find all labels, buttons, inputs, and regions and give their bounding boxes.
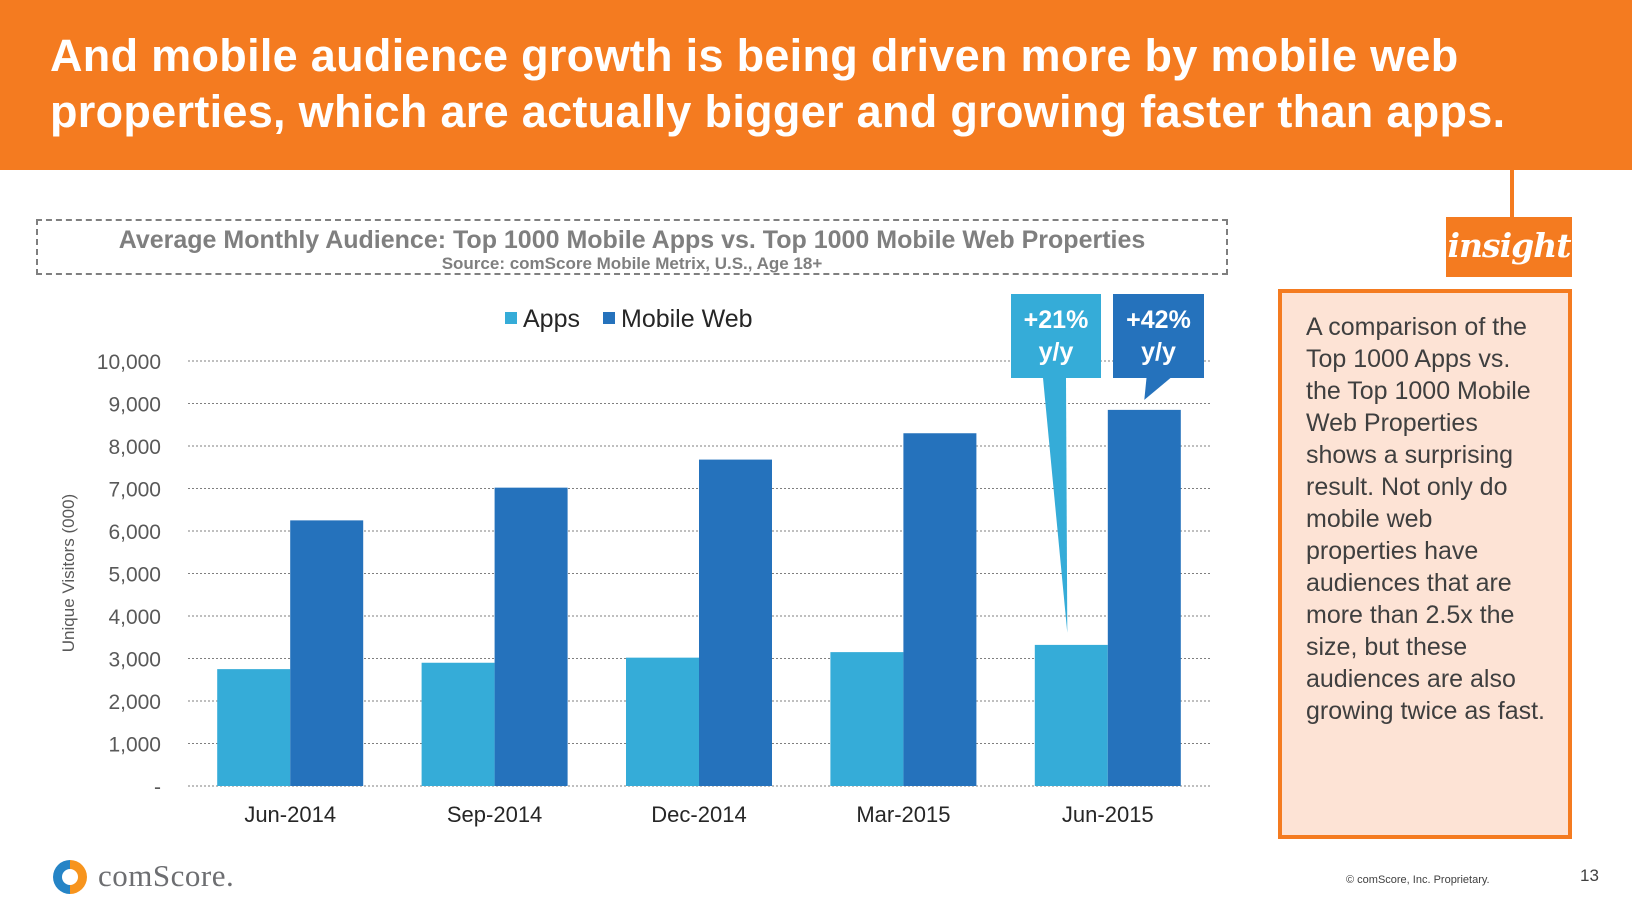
insight-text: A comparison of the Top 1000 Apps vs. th…: [1306, 313, 1545, 725]
y-tick-label: 9,000: [108, 394, 161, 417]
callout-box: [1113, 294, 1204, 378]
y-tick-label: -: [154, 776, 161, 799]
y-tick-label: 7,000: [108, 479, 161, 502]
chart-title-box: Average Monthly Audience: Top 1000 Mobil…: [36, 219, 1228, 275]
callout-box: [1011, 294, 1101, 378]
x-tick-label: Mar-2015: [856, 802, 950, 827]
insight-connector: [1510, 170, 1514, 218]
y-tick-label: 5,000: [108, 564, 161, 587]
chart-subtitle: Source: comScore Mobile Metrix, U.S., Ag…: [441, 254, 823, 273]
copyright-text: © comScore, Inc. Proprietary.: [1346, 874, 1490, 886]
y-tick-label: 1,000: [108, 734, 161, 757]
bar-mobile-web: [903, 433, 977, 786]
insight-box: A comparison of the Top 1000 Apps vs. th…: [1278, 289, 1572, 839]
callout-label: y/y: [1141, 338, 1176, 366]
x-tick-label: Dec-2014: [651, 802, 746, 827]
x-tick-label: Jun-2015: [1062, 802, 1154, 827]
bar-mobile-web: [699, 459, 772, 786]
legend-label: Mobile Web: [621, 305, 753, 333]
bar-apps: [830, 652, 904, 786]
callout-pointer: [1043, 378, 1068, 633]
bar-chart: - 1,000 2,000 3,000 4,000 5,000 6,000 7,000 8,00…: [59, 294, 1210, 827]
y-axis-label: Unique Visitors (000): [59, 494, 78, 652]
y-tick-label: 3,000: [108, 649, 161, 672]
callout-label: +42%: [1126, 306, 1191, 334]
chart-title: Average Monthly Audience: Top 1000 Mobil…: [118, 226, 1146, 254]
header-banner: And mobile audience growth is being driv…: [0, 0, 1632, 170]
legend-swatch: [603, 312, 615, 324]
callout-label: y/y: [1039, 338, 1074, 366]
bar-mobile-web: [1107, 409, 1181, 786]
x-tick-label: Sep-2014: [447, 802, 542, 827]
logo-wordmark: comScore.: [98, 858, 235, 893]
bar-mobile-web: [290, 520, 364, 786]
bar-apps: [1034, 644, 1108, 786]
comscore-logo: comScore.: [50, 857, 255, 897]
y-tick-label: 8,000: [108, 436, 161, 459]
bar-mobile-web: [494, 487, 568, 786]
bar-apps: [626, 657, 699, 786]
y-tick-label: 6,000: [108, 521, 161, 544]
callout-label: +21%: [1024, 306, 1089, 334]
y-tick-label: 2,000: [108, 691, 161, 714]
y-tick-label: 4,000: [108, 606, 161, 629]
insight-tag: insight: [1446, 217, 1572, 277]
comscore-logo-icon: [53, 860, 87, 894]
legend-label: Apps: [523, 305, 580, 333]
callout-pointer: [1144, 378, 1171, 400]
x-tick-label: Jun-2014: [244, 802, 336, 827]
y-tick-label: 10,000: [97, 351, 161, 374]
slide-headline: And mobile audience growth is being driv…: [50, 30, 1506, 137]
bar-apps: [421, 662, 495, 786]
bar-apps: [217, 669, 291, 786]
legend-swatch: [505, 312, 517, 324]
page-number: 13: [1580, 866, 1599, 885]
